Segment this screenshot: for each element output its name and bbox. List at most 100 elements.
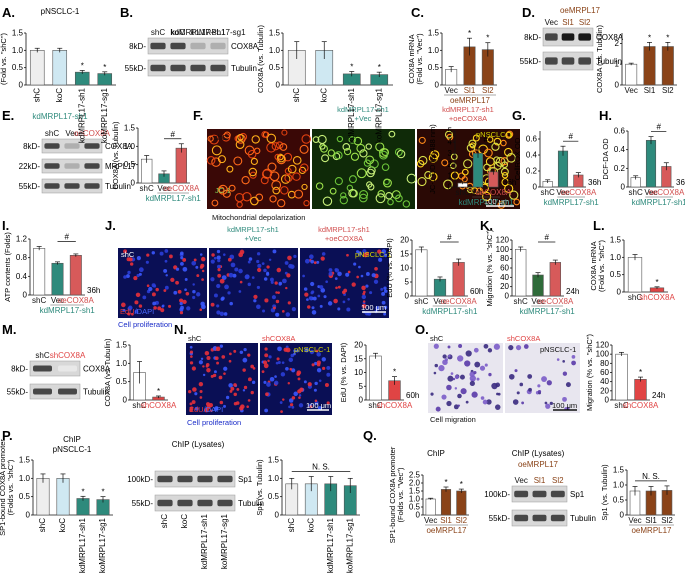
cell <box>509 190 519 200</box>
microscopy-f: shC kdMRPL17-sh1 +Vec kdMRPL17-sh1 +oeCO… <box>206 105 521 222</box>
y-tick-label: 0 <box>19 81 24 90</box>
y-tick-label: 0.5 <box>116 377 128 386</box>
y-tick-label: 1.5 <box>19 456 31 465</box>
x-tick-label: Vec <box>556 188 569 197</box>
panel-label-O: O. <box>415 322 429 337</box>
cell <box>202 365 205 368</box>
time-note: 60h <box>406 391 419 400</box>
blot-lane-label: Sl2 <box>552 476 564 485</box>
cell <box>228 352 232 356</box>
cell <box>443 179 453 190</box>
cell <box>288 398 294 403</box>
cell <box>163 268 168 273</box>
y-tick-label: 0 <box>26 511 31 520</box>
x-tick-label: Sl1 <box>464 86 476 95</box>
cell <box>275 291 278 294</box>
cell <box>242 368 246 372</box>
y-tick-label: 1.5 <box>116 341 128 350</box>
y-tick-label: 4 <box>448 138 453 147</box>
significance-star: * <box>460 480 463 489</box>
cells-o-shc <box>430 343 501 412</box>
blot-membrane <box>147 59 229 77</box>
cell <box>428 172 438 182</box>
cell <box>350 152 360 161</box>
panel-label-G: G. <box>512 108 526 123</box>
image-n-scalebar-label: 100 μm <box>306 401 331 410</box>
y-tick-label: 0.5 <box>610 270 622 279</box>
cell <box>418 136 426 144</box>
cell <box>556 358 560 361</box>
cell <box>508 344 514 351</box>
cell <box>142 295 147 300</box>
cell <box>223 131 231 139</box>
time-note: 24h <box>652 391 665 400</box>
panel-e-header: kdMRPL17-sh1 <box>32 112 88 121</box>
cell <box>494 404 501 410</box>
cell <box>215 346 221 352</box>
y-tick-label: 20 <box>354 341 363 350</box>
cell <box>465 350 472 357</box>
blot-lane-label: Vec <box>545 18 558 27</box>
cell <box>200 256 206 262</box>
cell <box>164 249 169 253</box>
cell <box>263 277 268 281</box>
cell <box>269 277 274 282</box>
cell <box>342 290 346 295</box>
cell <box>369 291 373 295</box>
comparison-mark: # <box>170 130 175 139</box>
bar-vec <box>51 262 64 296</box>
bar-shc <box>415 249 428 297</box>
cell <box>486 136 494 143</box>
cell <box>347 270 351 274</box>
cell <box>223 312 228 316</box>
cell <box>417 177 427 187</box>
cell <box>314 381 318 386</box>
panel-label-L: L. <box>593 218 605 233</box>
cell <box>228 359 232 363</box>
cell <box>233 383 237 387</box>
cell <box>351 282 356 287</box>
blot-p: 100kD- Sp1 55kD- Tubulin shC koC kdMRPL17-sh1 k… <box>127 470 264 569</box>
cell <box>302 274 305 278</box>
cell <box>237 134 244 141</box>
cell <box>182 266 188 272</box>
cell <box>459 374 465 380</box>
blot-m: shC shCOX8A 8kD- COX8A 55kD- Tubulin <box>7 351 111 400</box>
y-tick-label: 2.5 <box>409 471 421 480</box>
significance-star: * <box>81 61 84 70</box>
cell <box>278 281 283 286</box>
cell <box>333 298 338 304</box>
cells-n-shc <box>188 344 256 413</box>
panel-q-chip-title: ChIP <box>427 449 445 458</box>
cell <box>469 380 475 387</box>
bar-sl2 <box>661 46 674 86</box>
cell <box>347 298 350 301</box>
blot-protein-label: COX8A <box>83 365 111 374</box>
cell <box>186 306 191 311</box>
y-tick-label: 100 <box>496 245 510 254</box>
cell <box>303 199 310 207</box>
x-tick-label: Vec <box>644 188 657 197</box>
cell <box>362 249 367 254</box>
cell <box>241 176 250 185</box>
cell <box>130 262 134 266</box>
blot-band <box>33 365 52 372</box>
x-tick-label: Sl2 <box>482 86 494 95</box>
cell <box>274 380 279 386</box>
cell <box>168 304 172 308</box>
cell <box>256 304 261 310</box>
x-tick-label: oeCOX8A <box>560 188 597 197</box>
blot-lane-label: shC <box>160 514 169 528</box>
cell <box>201 278 204 281</box>
cell <box>233 349 237 353</box>
x-tick-label: Vec <box>433 297 446 306</box>
blot-lane-label: koMRPL17-sg1 <box>220 513 229 569</box>
panel-q-lysate-title: ChIP (Lysates) <box>512 449 565 458</box>
cell <box>309 254 314 260</box>
cell <box>444 358 448 362</box>
cell <box>252 367 256 370</box>
cell <box>313 261 317 265</box>
cell <box>473 371 477 375</box>
